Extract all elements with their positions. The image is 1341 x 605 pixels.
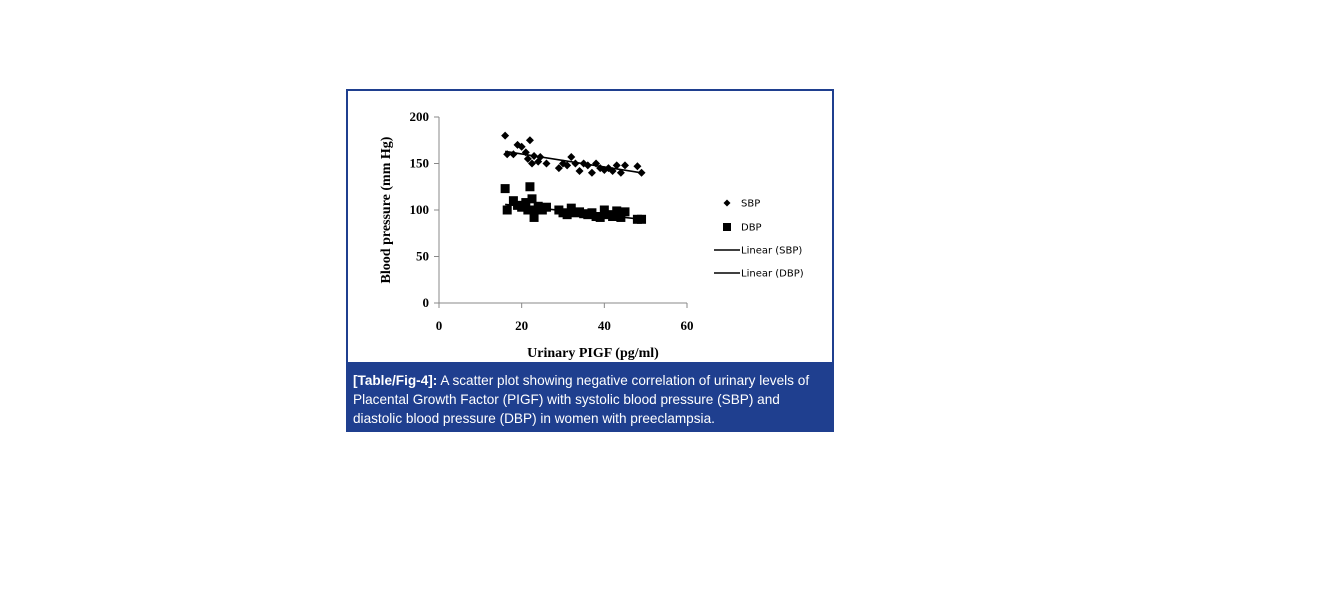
sbp-point: [517, 142, 526, 151]
x-tick-label: 0: [436, 318, 443, 333]
dbp-point: [502, 205, 512, 215]
x-tick-label: 20: [515, 318, 528, 333]
legend-dbp-label: DBP: [741, 223, 762, 234]
sbp-point: [567, 152, 576, 161]
legend-linear-dbp-label: Linear (DBP): [741, 269, 804, 280]
y-tick-label: 50: [416, 249, 429, 264]
sbp-point: [616, 168, 625, 177]
scatter-chart: 0 50 100 150 200 0 20 40 60 SBP DBP Linear (SBP) Li…: [379, 109, 804, 361]
legend-dbp-marker: [723, 223, 731, 231]
sbp-point: [554, 164, 563, 173]
x-tick-label: 60: [681, 318, 694, 333]
legend: SBP DBP Linear (SBP) Linear (DBP): [714, 199, 804, 280]
dbp-point: [517, 202, 527, 212]
dbp-point: [523, 205, 533, 215]
y-tick-label: 100: [410, 202, 430, 217]
dbp-point: [521, 198, 531, 208]
sbp-point: [534, 157, 543, 166]
sbp-point: [525, 136, 534, 145]
sbp-point: [501, 131, 510, 140]
dbp-point: [529, 212, 539, 222]
dbp-point: [527, 194, 537, 204]
sbp-point: [575, 166, 584, 175]
dbp-point: [595, 212, 605, 222]
sbp-point: [542, 159, 551, 168]
y-tick-label: 150: [410, 156, 430, 171]
sbp-point: [587, 168, 596, 177]
y-tick-label: 0: [423, 295, 430, 310]
caption-text: A scatter plot showing negative correlat…: [353, 373, 810, 426]
dbp-point: [612, 206, 622, 216]
sbp-point: [509, 150, 518, 159]
y-tick-label: 200: [410, 109, 430, 124]
sbp-point: [612, 161, 621, 170]
axes: 0 50 100 150 200 0 20 40 60: [410, 109, 694, 333]
caption-label: [Table/Fig-4]:: [353, 373, 438, 388]
dbp-point: [500, 184, 510, 194]
dbp-point: [566, 203, 576, 213]
y-axis-title: Blood pressure (mm Hg): [379, 136, 394, 283]
dbp-point: [562, 210, 572, 220]
legend-sbp-marker: [723, 199, 731, 207]
figure-caption: [Table/Fig-4]: A scatter plot showing ne…: [348, 362, 832, 430]
sbp-point: [523, 154, 532, 163]
legend-linear-sbp-label: Linear (SBP): [741, 246, 802, 257]
dbp-point: [541, 202, 551, 212]
sbp-point: [563, 161, 572, 170]
dbp-point: [620, 207, 630, 217]
x-tick-label: 40: [598, 318, 611, 333]
sbp-trendline: [505, 150, 642, 174]
sbp-point: [583, 161, 592, 170]
sbp-point: [528, 159, 536, 168]
dbp-point: [508, 196, 518, 206]
sbp-point: [621, 161, 629, 170]
dbp-point: [525, 182, 535, 192]
x-axis-title: Urinary PIGF (pg/ml): [527, 346, 659, 361]
sbp-point: [633, 162, 642, 171]
data-marks: [500, 131, 647, 224]
dbp-trendline: [505, 203, 642, 221]
figure-frame: 0 50 100 150 200 0 20 40 60 SBP DBP Linear (SBP) Li…: [346, 89, 834, 432]
legend-sbp-label: SBP: [741, 199, 760, 210]
dbp-point: [599, 205, 609, 215]
